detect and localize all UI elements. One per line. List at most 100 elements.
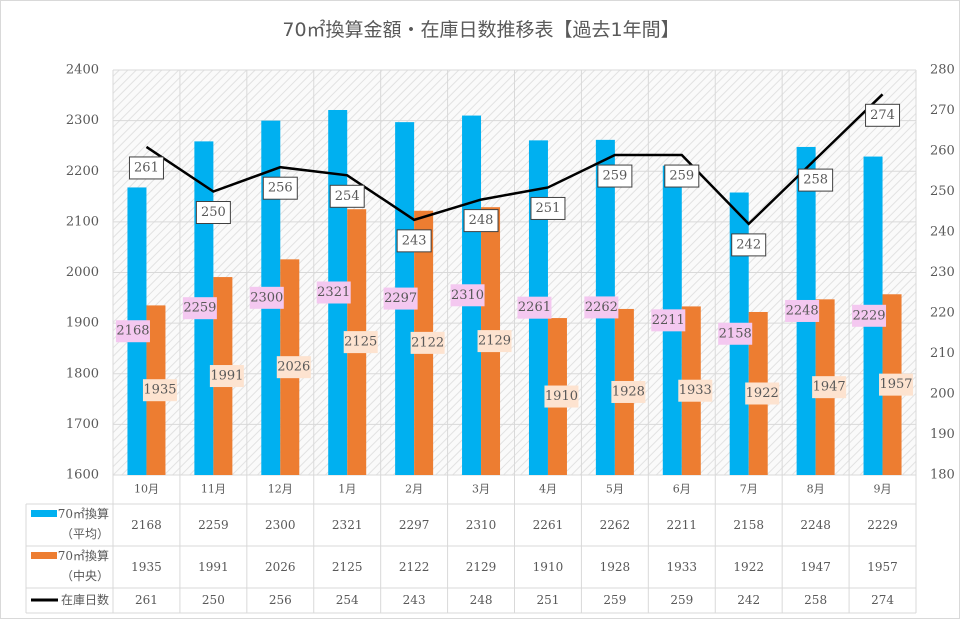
table-cell: 259 (670, 593, 693, 607)
y2-tick-label: 240 (930, 225, 955, 240)
data-label-median-box (343, 331, 378, 354)
data-label-stock-days-box (798, 168, 834, 192)
table-cell: 2129 (466, 560, 497, 574)
x-tick-label: 6月 (673, 483, 691, 496)
data-label-stock-days: 254 (335, 189, 360, 204)
data-label-median: 1933 (679, 383, 712, 398)
data-label-average: 2259 (183, 301, 216, 316)
data-label-average-box (584, 296, 619, 319)
data-label-average-box (182, 297, 217, 320)
data-label-average-box (383, 287, 418, 310)
table-cell: 2158 (733, 518, 764, 532)
table-cell: 2125 (332, 560, 363, 574)
data-label-stock-days: 250 (201, 205, 226, 220)
data-label-average-box (517, 296, 552, 319)
table-cell: 2259 (198, 518, 229, 532)
data-label-stock-days-box (530, 196, 566, 220)
y2-tick-label: 260 (930, 144, 955, 159)
data-label-average-box (651, 309, 686, 332)
table-cell: 2211 (667, 518, 698, 532)
x-tick-label: 5月 (606, 483, 624, 496)
y-tick-label: 1700 (66, 417, 99, 432)
legend-swatch (31, 552, 57, 559)
table-cell: 2321 (332, 518, 363, 532)
data-label-average: 2321 (317, 285, 350, 300)
x-tick-label: 2月 (405, 483, 423, 496)
table-cell: 274 (871, 593, 894, 607)
data-label-stock-days-box (664, 164, 700, 188)
x-tick-label: 7月 (740, 483, 758, 496)
data-label-stock-days-box (329, 184, 365, 208)
x-tick-label: 8月 (807, 483, 825, 496)
data-label-median: 1991 (210, 369, 243, 384)
table-cell: 2026 (265, 560, 296, 574)
data-label-stock-days-box (865, 103, 901, 127)
table-cell: 1910 (533, 560, 564, 574)
data-label-average: 2300 (250, 290, 283, 305)
table-cell: 250 (202, 593, 225, 607)
data-label-stock-days: 251 (536, 201, 561, 216)
data-label-stock-days: 259 (602, 169, 627, 184)
data-label-stock-days: 248 (469, 213, 494, 228)
data-label-median-box (812, 376, 847, 399)
data-label-median-box (611, 380, 646, 403)
y2-tick-label: 230 (930, 265, 955, 280)
data-label-median: 1935 (143, 383, 176, 398)
data-label-average-box (316, 281, 351, 304)
table-cell: 2310 (466, 518, 497, 532)
y-tick-label: 1600 (66, 468, 99, 483)
data-label-average: 2261 (518, 300, 551, 315)
data-label-median: 1947 (813, 380, 846, 395)
x-tick-label: 11月 (201, 483, 226, 496)
data-label-average: 2310 (451, 288, 484, 303)
y2-tick-label: 190 (930, 427, 955, 442)
data-label-stock-days: 259 (669, 169, 694, 184)
data-label-average: 2168 (116, 324, 149, 339)
y-tick-label: 2000 (66, 265, 99, 280)
data-label-stock-days: 256 (268, 181, 293, 196)
legend-label-sub: （中央） (61, 568, 109, 583)
data-label-stock-days-box (463, 209, 499, 233)
data-label-average: 2229 (852, 308, 885, 323)
data-label-stock-days-box (262, 176, 298, 200)
y-tick-label: 1900 (66, 316, 99, 331)
table-cell: 256 (269, 593, 292, 607)
table-cell: 2297 (399, 518, 430, 532)
data-label-median: 1910 (545, 389, 578, 404)
x-tick-label: 12月 (268, 483, 293, 496)
data-label-average: 2297 (384, 291, 417, 306)
x-tick-label: 1月 (338, 483, 356, 496)
y2-tick-label: 180 (930, 468, 955, 483)
data-label-average: 2248 (786, 303, 819, 318)
y2-tick-label: 250 (930, 184, 955, 199)
table-cell: 1947 (800, 560, 831, 574)
data-label-stock-days-box (731, 233, 767, 257)
data-label-average: 2158 (719, 326, 752, 341)
table-cell: 251 (537, 593, 560, 607)
data-label-median-box (477, 330, 512, 353)
y2-tick-label: 200 (930, 387, 955, 402)
data-label-stock-days: 242 (736, 237, 761, 252)
y2-tick-label: 210 (930, 346, 955, 361)
data-label-median-box (745, 382, 780, 405)
data-label-stock-days: 261 (134, 160, 159, 175)
data-label-average-box (249, 286, 284, 309)
data-label-average-box (718, 322, 753, 345)
data-label-average-box (450, 284, 485, 307)
table-cell: 248 (470, 593, 493, 607)
table-cell: 1957 (867, 560, 898, 574)
legend-label: 在庫日数 (61, 592, 109, 607)
y-tick-label: 1800 (66, 366, 99, 381)
table-cell: 1991 (198, 560, 229, 574)
x-tick-label: 4月 (539, 483, 557, 496)
data-label-median: 2122 (411, 335, 444, 350)
y-tick-label: 2300 (66, 113, 99, 128)
table-cell: 2262 (600, 518, 631, 532)
data-label-median-box (678, 379, 713, 402)
table-cell: 2168 (131, 518, 162, 532)
y-tick-label: 2200 (66, 164, 99, 179)
data-label-median: 2026 (277, 360, 310, 375)
data-label-average: 2262 (585, 300, 618, 315)
table-cell: 1933 (667, 560, 698, 574)
